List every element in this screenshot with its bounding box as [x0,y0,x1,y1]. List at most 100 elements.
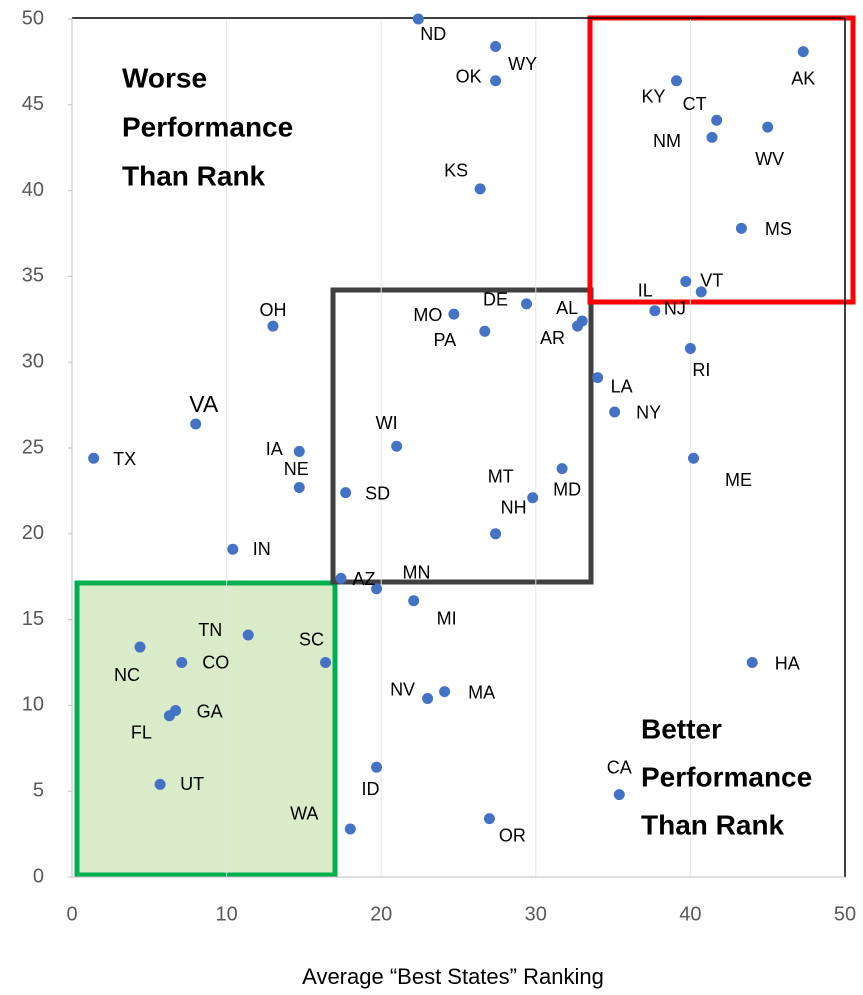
point [706,131,718,143]
point [408,595,420,607]
grey-box [330,287,594,585]
point [490,75,502,87]
point-label: NM [653,131,681,151]
point-label: CA [607,757,632,777]
annotation: Better [641,713,722,744]
point-label: GA [197,701,223,721]
point-label: KY [641,87,665,107]
point [609,406,621,418]
point-label: MN [403,562,431,582]
point-label: WV [755,149,784,169]
x-tick-label: 20 [370,903,392,925]
annotation: Performance [122,111,293,142]
point-label: TN [198,620,222,640]
point [556,463,568,475]
green-box [74,580,338,878]
point [344,823,356,835]
point-label: MD [553,479,581,499]
point [412,13,424,25]
point-label: SC [299,629,324,649]
point [391,440,403,452]
point-label: MA [468,682,495,702]
point-label: NJ [664,298,686,318]
y-tick-label: 50 [22,7,44,29]
x-axis-label: Average “Best States” Ranking [302,964,604,989]
y-tick-label: 20 [22,522,44,544]
x-tick-label: 40 [679,903,701,925]
x-tick-label: 30 [525,903,547,925]
point [521,298,533,310]
point-label: OR [499,825,526,845]
y-tick-label: 40 [22,179,44,201]
point-label: DE [483,290,508,310]
point-label: MS [765,219,792,239]
point [320,657,332,668]
y-tick-label: 0 [33,865,44,887]
point [242,629,254,641]
point [227,543,239,555]
point-label: ND [420,24,446,44]
annotation: Performance [641,761,812,792]
point [711,114,723,126]
red-box [587,15,856,305]
point [797,46,809,58]
point-label: WA [290,804,318,824]
point [474,183,486,195]
point-label: KS [444,161,468,181]
point-label: MT [488,467,514,487]
y-tick-label: 15 [22,608,44,630]
point [422,693,434,705]
point [335,572,347,584]
point [154,778,166,790]
point-label: NV [390,679,415,699]
y-tick-label: 35 [22,265,44,287]
point-label: MO [413,305,442,325]
point [176,657,188,668]
point-label: VA [189,391,219,417]
point-label: AK [791,68,815,88]
point [680,276,692,288]
point-label: OH [259,300,286,320]
point [490,528,502,540]
point [88,452,100,464]
point-label: CT [683,94,707,114]
point [684,342,696,354]
point-label: NC [114,665,140,685]
point-label: FL [131,722,152,742]
point [371,761,383,773]
point-label: MI [437,608,457,628]
point [687,452,699,464]
point [293,481,305,493]
point [371,583,383,595]
y-tick-label: 5 [33,779,44,801]
annotation: Than Rank [122,160,266,191]
point-label: TX [113,449,136,469]
x-tick-label: 10 [215,903,237,925]
point [572,320,584,332]
point [190,418,202,430]
point [267,320,279,332]
y-tick-label: 30 [22,350,44,372]
point-label: VT [700,270,723,290]
point [746,657,758,668]
point [479,325,491,337]
point [483,813,495,825]
point-label: ME [725,470,752,490]
x-tick-label: 50 [834,903,856,925]
point [439,686,451,698]
point-label: OK [456,67,482,87]
point [527,492,539,504]
point [649,305,661,317]
point-label: PA [433,330,456,350]
point-label: AR [540,328,565,348]
point-label: IA [266,439,283,459]
y-tick-label: 10 [22,694,44,716]
point-label: WI [376,413,398,433]
point-label: HA [775,653,800,673]
point-label: UT [180,774,204,794]
annotation: Than Rank [641,809,785,840]
point-label: IN [253,539,271,559]
point [735,222,747,234]
point-label: RI [692,360,710,380]
point-label: ID [362,779,380,799]
